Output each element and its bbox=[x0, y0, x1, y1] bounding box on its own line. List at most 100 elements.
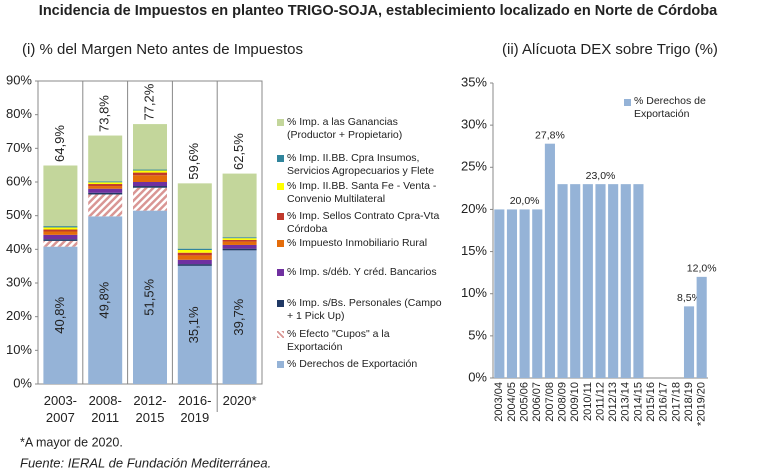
value-label: 51,5% bbox=[141, 278, 156, 315]
x-tick-label: 2005/06 bbox=[519, 382, 531, 422]
bar bbox=[544, 143, 555, 378]
legend-label: % Impuesto Inmobiliario Rural bbox=[287, 237, 428, 249]
right-title: (ii) Alícuota DEX sobre Trigo (%) bbox=[502, 41, 718, 58]
bar bbox=[506, 209, 518, 378]
x-tick-label: 2018/19 bbox=[683, 382, 695, 422]
legend-swatch bbox=[277, 331, 284, 338]
bar bbox=[532, 209, 543, 378]
bar-segment bbox=[222, 239, 257, 242]
x-tick-label: 2012/13 bbox=[607, 382, 619, 422]
bar-segment bbox=[133, 172, 167, 176]
x-tick-label: 2017/18 bbox=[670, 382, 682, 422]
y-tick-label: 0% bbox=[468, 369, 487, 384]
bar bbox=[494, 209, 505, 378]
legend-label: % Imp. s/déb. Y créd. Bancarios bbox=[287, 266, 437, 278]
bar-segment bbox=[177, 264, 212, 266]
bar-segment bbox=[177, 255, 212, 260]
bar bbox=[696, 276, 707, 378]
legend-label: % Efecto "Cupos" a la Exportación bbox=[287, 328, 390, 353]
bar-segment bbox=[88, 184, 123, 187]
legend-label: % Derechos de Exportación bbox=[287, 358, 418, 370]
bar-segment bbox=[88, 188, 123, 193]
bar bbox=[595, 184, 606, 378]
y-tick-label: 70% bbox=[6, 140, 32, 155]
x-tick-label: 2007/08 bbox=[544, 382, 556, 422]
bar-segment bbox=[133, 187, 167, 211]
x-tick-label: 2009/10 bbox=[569, 382, 581, 422]
bar-segment bbox=[43, 229, 78, 232]
y-tick-label: 15% bbox=[461, 243, 487, 258]
y-tick-label: 0% bbox=[13, 375, 32, 390]
bar-segment bbox=[88, 182, 123, 185]
bar-segment bbox=[88, 186, 123, 189]
left-title: (i) % del Margen Neto antes de Impuestos bbox=[22, 41, 303, 58]
bar-segment bbox=[43, 226, 78, 228]
y-tick-label: 10% bbox=[461, 285, 487, 300]
bar bbox=[570, 184, 581, 378]
x-tick-label: 2008-2011 bbox=[88, 393, 122, 425]
y-tick-label: 30% bbox=[461, 117, 487, 132]
value-label: 20,0% bbox=[510, 195, 540, 207]
x-tick-label: 2004/05 bbox=[506, 382, 518, 422]
value-label: 40,8% bbox=[52, 296, 67, 333]
bar bbox=[519, 209, 530, 378]
value-label: 35,1% bbox=[186, 306, 201, 343]
source: Fuente: IERAL de Fundación Mediterránea. bbox=[20, 455, 271, 470]
bar bbox=[608, 184, 619, 378]
legend-label: % Imp. II.BB. Santa Fe - Venta - Conveni… bbox=[287, 180, 437, 205]
y-tick-label: 60% bbox=[6, 173, 32, 188]
bar bbox=[633, 184, 644, 378]
footnote: *A mayor de 2020. bbox=[20, 435, 123, 449]
bar-segment bbox=[177, 250, 212, 253]
x-tick-label: 2016-2019 bbox=[178, 393, 212, 425]
x-tick-label: 2006/07 bbox=[531, 382, 543, 422]
bar-segment bbox=[43, 246, 78, 384]
y-tick-label: 40% bbox=[6, 241, 32, 256]
bar-segment bbox=[88, 135, 123, 182]
x-tick-label: 2003/04 bbox=[493, 382, 505, 422]
bar-segment bbox=[133, 124, 167, 170]
value-label: 23,0% bbox=[586, 170, 616, 182]
bar bbox=[582, 184, 593, 378]
x-tick-label: 2008/09 bbox=[556, 382, 568, 422]
bar-segment bbox=[43, 234, 78, 240]
bar-segment bbox=[222, 248, 257, 251]
bar-segment bbox=[43, 239, 78, 241]
y-tick-label: 30% bbox=[6, 274, 32, 289]
bar-segment bbox=[43, 240, 78, 247]
x-tick-label: 2010/11 bbox=[582, 382, 594, 421]
bar-segment bbox=[43, 231, 78, 235]
bar-segment bbox=[88, 192, 123, 195]
bar-segment bbox=[177, 248, 212, 251]
legend-swatch bbox=[277, 213, 284, 220]
bar-segment bbox=[177, 259, 212, 265]
y-tick-label: 50% bbox=[6, 207, 32, 222]
x-tick-label: *2019/20 bbox=[696, 382, 708, 426]
bar-segment bbox=[88, 194, 123, 217]
legend-swatch bbox=[277, 361, 284, 368]
bar-segment bbox=[133, 175, 167, 182]
bar-segment bbox=[222, 237, 257, 239]
bar-segment bbox=[222, 244, 257, 249]
legend-swatch bbox=[277, 155, 284, 162]
legend-label: % Imp. a las Ganancias (Productor + Prop… bbox=[287, 116, 403, 141]
legend-swatch bbox=[277, 119, 284, 126]
bar-segment bbox=[133, 169, 167, 171]
bar-segment bbox=[43, 165, 78, 227]
total-label: 62,5% bbox=[231, 133, 246, 170]
total-label: 64,9% bbox=[52, 125, 67, 162]
legend-swatch bbox=[624, 99, 631, 106]
legend-label: % Imp. s/Bs. Personales (Campo + 1 Pick … bbox=[287, 297, 442, 322]
value-label: 27,8% bbox=[535, 129, 565, 141]
bar bbox=[683, 306, 695, 378]
y-tick-label: 5% bbox=[468, 327, 487, 342]
bar-segment bbox=[133, 182, 167, 187]
y-tick-label: 20% bbox=[461, 201, 487, 216]
x-tick-label: 2014/15 bbox=[632, 382, 644, 422]
value-label: 39,7% bbox=[231, 298, 246, 335]
y-tick-label: 10% bbox=[6, 342, 32, 357]
x-tick-label: 2015/16 bbox=[645, 382, 657, 422]
total-label: 77,2% bbox=[141, 83, 156, 120]
